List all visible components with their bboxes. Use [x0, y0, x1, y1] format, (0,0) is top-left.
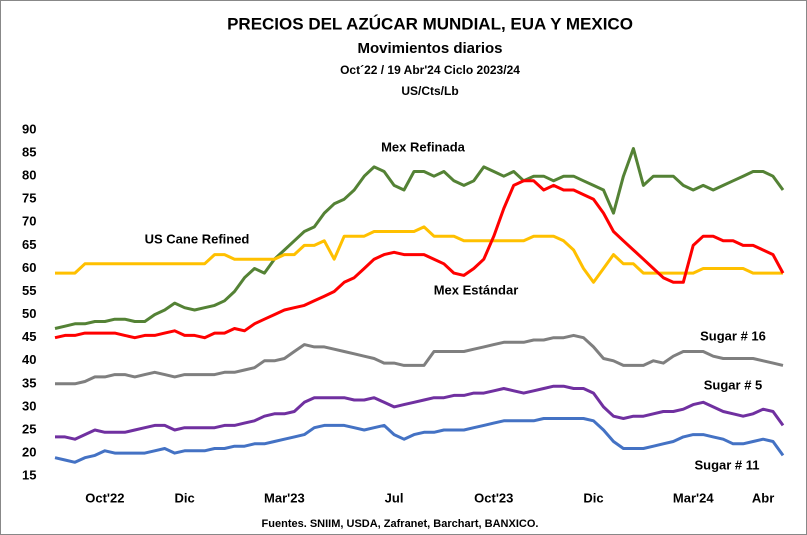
y-tick-label: 90	[22, 121, 36, 136]
series-label: Mex Estándar	[434, 282, 519, 297]
chart-title: PRECIOS DEL AZÚCAR MUNDIAL, EUA Y MEXICO	[227, 14, 633, 33]
series-label: Mex Refinada	[381, 139, 466, 154]
y-tick-label: 80	[22, 168, 36, 183]
x-tick-label: Jul	[385, 490, 404, 505]
chart-subtitle: Movimientos diarios	[357, 40, 502, 57]
series-line	[55, 384, 785, 441]
x-tick-label: Abr	[752, 490, 774, 505]
source-note: Fuentes. SNIIM, USDA, Zafranet, Barchart…	[262, 518, 539, 530]
x-tick-label: Dic	[583, 490, 603, 505]
series-line	[55, 225, 783, 284]
series-line	[54, 147, 785, 330]
chart-period: Oct´22 / 19 Abr'24 Ciclo 2023/24	[340, 63, 520, 77]
y-tick-label: 30	[22, 398, 36, 413]
x-tick-label: Mar'24	[673, 490, 714, 505]
y-tick-label: 85	[22, 145, 36, 160]
x-tick-label: Oct'23	[474, 490, 513, 505]
x-tick-label: Dic	[175, 490, 195, 505]
series-line	[54, 417, 785, 464]
y-tick-label: 40	[22, 352, 36, 367]
series-label: Sugar # 5	[704, 377, 763, 392]
y-tick-label: 70	[22, 214, 36, 229]
y-tick-label: 60	[22, 260, 36, 275]
y-tick-label: 35	[22, 375, 36, 390]
x-tick-label: Mar'23	[264, 490, 305, 505]
y-tick-label: 75	[22, 191, 36, 206]
y-tick-label: 20	[22, 445, 36, 460]
y-tick-label: 55	[22, 283, 36, 298]
chart-units: US/Cts/Lb	[401, 84, 458, 98]
series-line	[55, 333, 784, 386]
y-tick-label: 50	[22, 306, 36, 321]
series-label: Sugar # 16	[700, 328, 766, 343]
series-label: Sugar # 11	[694, 457, 759, 472]
x-tick-label: Oct'22	[85, 490, 124, 505]
series-line	[54, 179, 785, 340]
y-tick-label: 15	[22, 468, 36, 483]
y-tick-label: 45	[22, 329, 36, 344]
y-tick-label: 25	[22, 421, 36, 436]
y-tick-label: 65	[22, 237, 36, 252]
series-label: US Cane Refined	[145, 231, 250, 246]
